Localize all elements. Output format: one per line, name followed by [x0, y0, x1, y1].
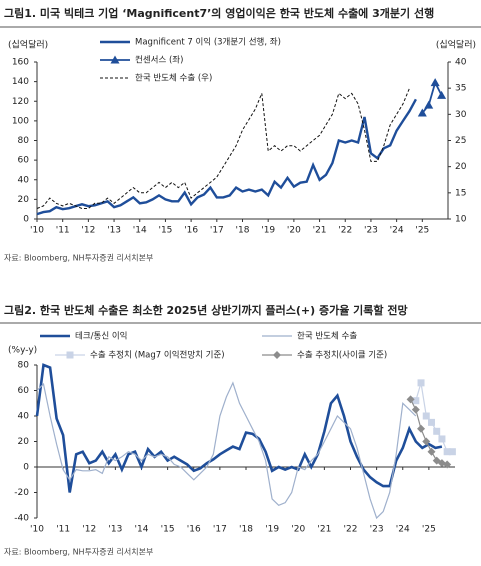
- x-tick-label: '25: [422, 525, 436, 535]
- x-tick-label: '19: [261, 226, 275, 236]
- series-marker: [437, 90, 447, 99]
- series-marker: [427, 447, 436, 456]
- legend-label: 테크/통신 이익: [75, 331, 128, 342]
- y2-tick-label: 20: [455, 162, 467, 172]
- y-tick-label: 60: [18, 156, 30, 166]
- x-tick-label: '23: [370, 525, 384, 535]
- y-axis-label: (십억달러): [8, 39, 48, 51]
- x-tick-label: '10: [30, 226, 44, 236]
- x-tick-label: '18: [236, 226, 250, 236]
- legend-label: Magnificent 7 이익 (3개분기 선행, 좌): [135, 37, 281, 48]
- x-tick-label: '19: [265, 525, 279, 535]
- y-tick-label: -40: [14, 514, 29, 524]
- y-tick-label: 40: [18, 175, 30, 185]
- y-tick-label: 20: [18, 437, 30, 447]
- x-tick-label: '24: [390, 226, 404, 236]
- series-marker: [417, 379, 425, 387]
- x-tick-label: '12: [81, 226, 95, 236]
- series-line: [415, 382, 453, 453]
- x-tick-label: '21: [313, 226, 327, 236]
- x-tick-label: '11: [56, 525, 70, 535]
- y-tick-label: 0: [23, 215, 29, 225]
- legend-label: 한국 반도체 수출 (우): [135, 73, 212, 84]
- series-line: [36, 381, 417, 520]
- series-marker: [417, 108, 427, 117]
- y-tick-label: -20: [14, 488, 29, 498]
- legend-label: 수출 추정치(사이클 기준): [297, 350, 387, 361]
- y-tick-label: 80: [18, 361, 30, 371]
- series-marker: [417, 424, 426, 433]
- x-tick-label: '23: [364, 226, 378, 236]
- series-marker: [427, 418, 435, 426]
- legend-marker: [110, 55, 120, 64]
- y2-tick-label: 35: [455, 84, 466, 94]
- series-marker: [406, 395, 415, 404]
- x-tick-label: '25: [415, 226, 429, 236]
- y-tick-label: 160: [12, 58, 29, 68]
- x-tick-label: '17: [210, 226, 224, 236]
- series-line: [35, 363, 443, 493]
- x-tick-label: '12: [82, 525, 96, 535]
- x-tick-label: '10: [30, 525, 44, 535]
- y-tick-label: 120: [12, 97, 29, 107]
- series-marker: [433, 427, 441, 435]
- series-marker: [422, 437, 431, 446]
- series-line: [36, 88, 410, 209]
- x-tick-label: '14: [133, 226, 147, 236]
- x-tick-label: '22: [338, 226, 352, 236]
- x-tick-label: '20: [287, 226, 301, 236]
- legend-label: 컨센서스 (좌): [135, 55, 183, 66]
- y-tick-label: 140: [12, 77, 29, 87]
- y-tick-label: 40: [18, 412, 30, 422]
- series-marker: [422, 412, 430, 420]
- y-tick-label: 80: [18, 136, 30, 146]
- x-tick-label: '17: [213, 525, 227, 535]
- y2-tick-label: 15: [455, 188, 466, 198]
- legend-marker: [66, 351, 74, 359]
- y-tick-label: 60: [18, 386, 30, 396]
- legend-label: 한국 반도체 수출: [297, 331, 357, 342]
- x-tick-label: '15: [161, 525, 175, 535]
- x-tick-label: '18: [239, 525, 253, 535]
- legend-marker: [273, 351, 281, 359]
- x-tick-label: '11: [56, 226, 70, 236]
- series-line: [36, 98, 417, 216]
- x-tick-label: '14: [135, 525, 149, 535]
- source: 자료: Bloomberg, NH투자증권 리서치본부: [4, 547, 153, 557]
- y-axis-label: (%y-y): [8, 346, 37, 356]
- y2-axis-label: (십억달러): [436, 39, 476, 51]
- y2-tick-label: 10: [455, 215, 467, 225]
- x-tick-label: '13: [108, 525, 122, 535]
- x-tick-label: '15: [158, 226, 172, 236]
- series-marker: [448, 448, 456, 456]
- y-tick-label: 100: [12, 116, 29, 126]
- series-marker: [438, 435, 446, 443]
- x-tick-label: '21: [317, 525, 331, 535]
- series-line: [421, 80, 443, 114]
- x-tick-label: '20: [291, 525, 305, 535]
- y2-tick-label: 25: [455, 136, 466, 146]
- source: 자료: Bloomberg, NH투자증권 리서치본부: [4, 253, 153, 263]
- series-marker: [443, 460, 452, 469]
- x-tick-label: '13: [107, 226, 121, 236]
- figure-title: 그림1. 미국 빅테크 기업 ‘Magnificent7’의 영업이익은 한국 …: [4, 6, 434, 20]
- x-tick-label: '24: [396, 525, 410, 535]
- series-marker: [424, 100, 434, 109]
- y2-tick-label: 40: [455, 58, 467, 68]
- x-tick-label: '16: [184, 226, 198, 236]
- figure-title: 그림2. 한국 반도체 수출은 최소한 2025년 상반기까지 플러스(+) 증…: [4, 303, 408, 317]
- legend-label: 수출 추정치 (Mag7 이익전망치 기준): [90, 350, 225, 361]
- series-marker: [411, 405, 420, 414]
- x-tick-label: '16: [187, 525, 201, 535]
- y-tick-label: 0: [23, 463, 29, 473]
- x-tick-label: '22: [344, 525, 358, 535]
- y2-tick-label: 30: [455, 110, 467, 120]
- series-marker: [430, 78, 440, 87]
- y-tick-label: 20: [18, 195, 30, 205]
